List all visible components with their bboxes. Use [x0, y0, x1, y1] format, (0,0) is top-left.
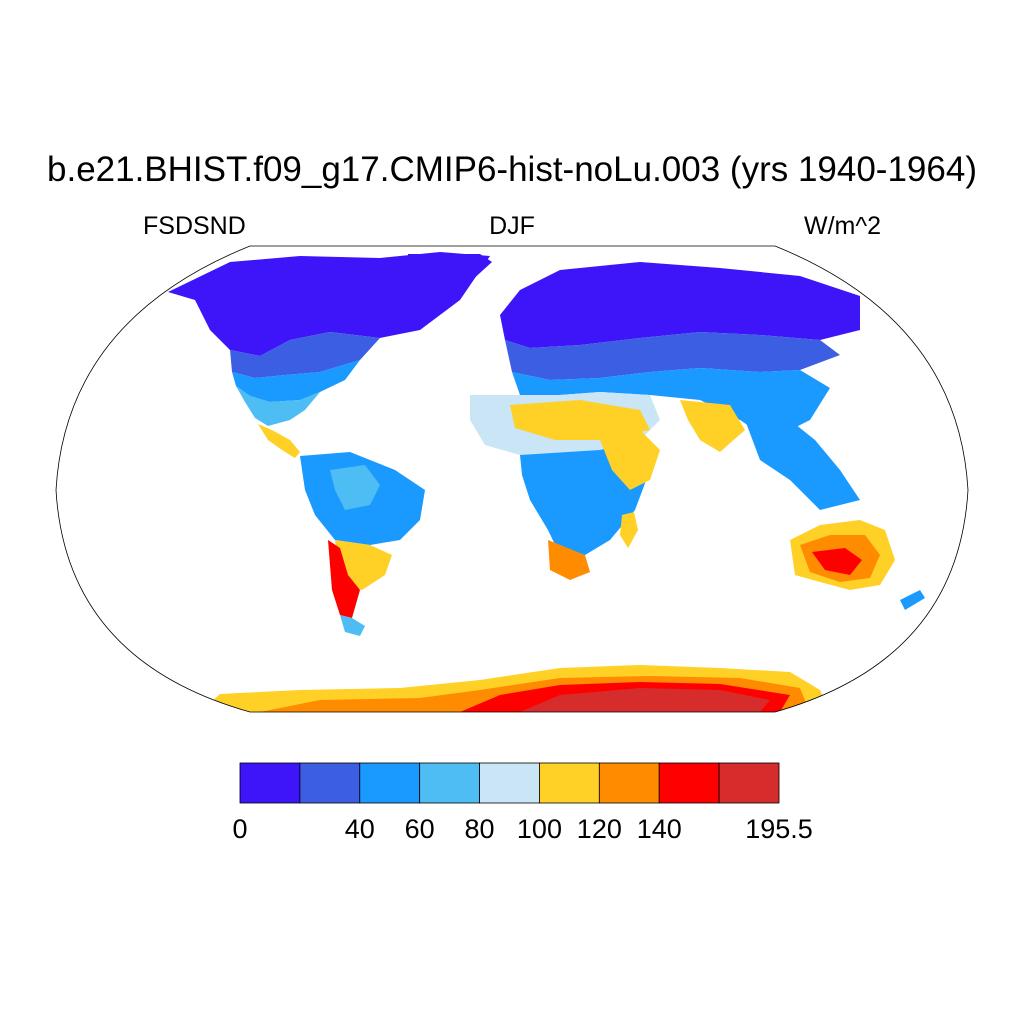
- south-asia: [680, 400, 745, 452]
- antarctica-core: [520, 688, 770, 712]
- south-america-south: [340, 615, 365, 636]
- globe-outline: [55, 245, 969, 713]
- colorbar-label: 60: [405, 814, 435, 844]
- north-america-band-2: [230, 332, 380, 378]
- colorbar-label: 100: [517, 814, 562, 844]
- colorbar-box: [598, 762, 660, 804]
- eurasia-high-lat: [500, 262, 860, 348]
- season-label: DJF: [489, 212, 535, 240]
- africa-sahara: [510, 400, 650, 440]
- colorbar-box: [359, 762, 421, 804]
- plot-title: b.e21.BHIST.f09_g17.CMIP6-hist-noLu.003 …: [47, 150, 977, 189]
- south-america-andes: [328, 540, 360, 618]
- colorbar-label: 0: [232, 814, 247, 844]
- north-america-band-3: [232, 360, 360, 402]
- colorbar-label: 195.5: [745, 814, 813, 844]
- colorbar-box: [299, 762, 361, 804]
- north-america-high-lat: [168, 252, 490, 356]
- colorbar-box: [419, 762, 480, 804]
- greenland: [408, 254, 492, 312]
- colorbar-label: 80: [465, 814, 495, 844]
- variable-label: FSDSND: [143, 212, 246, 240]
- southeast-asia: [745, 420, 860, 510]
- colorbar-box: [479, 762, 540, 804]
- africa-horn: [600, 430, 660, 490]
- eurasia-band-2: [505, 332, 840, 380]
- colorbar-label: 140: [637, 814, 682, 844]
- colorbar-box: [658, 762, 720, 804]
- colorbar-label: 40: [345, 814, 375, 844]
- units-label: W/m^2: [803, 212, 881, 240]
- australia-core: [812, 548, 862, 575]
- colorbar-box: [718, 762, 780, 804]
- colorbar-label: 120: [577, 814, 622, 844]
- central-america: [258, 424, 300, 458]
- new-zealand: [900, 590, 925, 610]
- madagascar: [620, 512, 638, 548]
- north-america-band-4: [236, 386, 320, 426]
- africa-south: [548, 540, 590, 580]
- south-america-patches: [330, 465, 380, 510]
- colorbar-box: [539, 762, 600, 804]
- colorbar-box: [239, 762, 301, 804]
